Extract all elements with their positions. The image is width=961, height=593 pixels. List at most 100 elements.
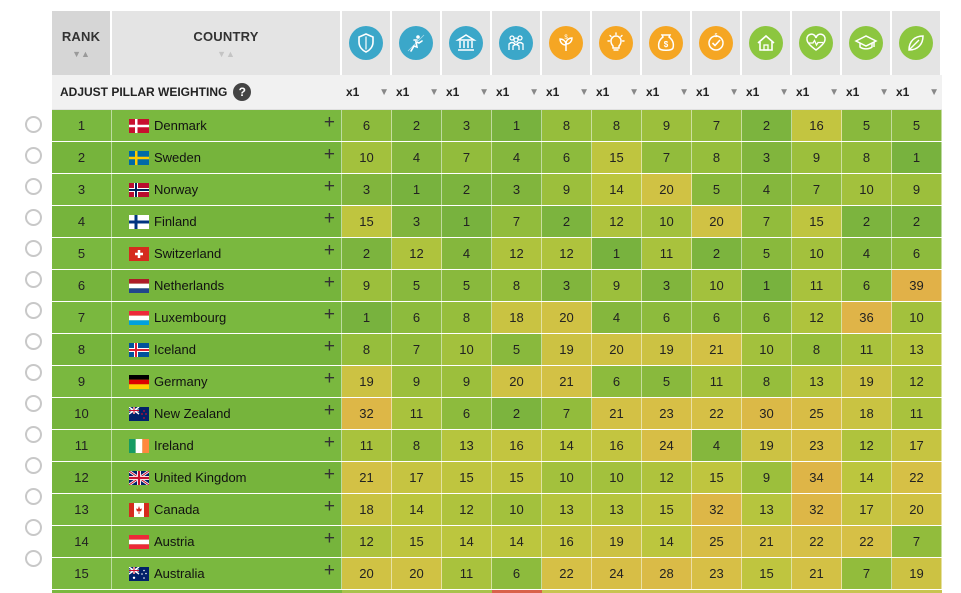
expand-plus-icon[interactable]: + <box>323 464 335 485</box>
country-cell[interactable]: Australia + <box>112 558 342 589</box>
weight-select-7[interactable]: x1 ▼ <box>642 75 692 109</box>
country-cell[interactable]: Switzerland + <box>112 238 342 269</box>
heart-pulse-icon[interactable] <box>799 26 833 60</box>
row-select-radio[interactable] <box>25 364 42 381</box>
table-row[interactable]: 10 New Zealand +32 11 6 2 7 21 23 22 30 25 18 11 <box>52 398 942 430</box>
country-cell[interactable]: New Zealand + <box>112 398 342 429</box>
table-row[interactable]: 13 Canada +18 14 12 10 13 13 15 32 13 32 17 20 <box>52 494 942 526</box>
country-cell[interactable]: Canada + <box>112 494 342 525</box>
expand-plus-icon[interactable]: + <box>323 368 335 389</box>
expand-plus-icon[interactable]: + <box>323 336 335 357</box>
table-row[interactable]: 8 Iceland +8 7 10 5 19 20 19 21 10 8 11 13 <box>52 334 942 366</box>
people-icon[interactable] <box>499 26 533 60</box>
table-row[interactable]: 1 Denmark +6 2 3 1 8 8 9 7 2 16 5 5 <box>52 110 942 142</box>
table-row[interactable]: 12 United Kingdom +21 17 15 15 10 10 12 15 9 34 14 22 <box>52 462 942 494</box>
expand-plus-icon[interactable]: + <box>323 432 335 453</box>
dropdown-arrow-icon[interactable]: ▼ <box>779 86 789 98</box>
shield-icon[interactable] <box>349 26 383 60</box>
expand-plus-icon[interactable]: + <box>323 528 335 549</box>
country-cell[interactable]: Germany + <box>112 366 342 397</box>
bank-icon[interactable] <box>449 26 483 60</box>
country-cell[interactable]: Austria + <box>112 526 342 557</box>
money-bag-icon[interactable]: $ <box>649 26 683 60</box>
coin-check-icon[interactable]: $ <box>699 26 733 60</box>
country-cell[interactable]: United Kingdom + <box>112 462 342 493</box>
country-cell[interactable]: Sweden + <box>112 142 342 173</box>
table-row[interactable]: 6 Netherlands +9 5 5 8 3 9 3 10 1 11 6 39 <box>52 270 942 302</box>
row-select-radio[interactable] <box>25 271 42 288</box>
row-select-radio[interactable] <box>25 550 42 567</box>
expand-plus-icon[interactable]: + <box>323 496 335 517</box>
dropdown-arrow-icon[interactable]: ▼ <box>929 86 939 98</box>
table-row[interactable]: 15 Australia +20 20 11 6 22 24 28 23 15 21 7 19 <box>52 558 942 590</box>
pillar-header-11[interactable] <box>842 11 892 75</box>
dropdown-arrow-icon[interactable]: ▼ <box>379 86 389 98</box>
graduation-cap-icon[interactable] <box>849 26 883 60</box>
weight-select-6[interactable]: x1 ▼ <box>592 75 642 109</box>
pillar-header-6[interactable] <box>592 11 642 75</box>
weight-select-1[interactable]: x1 ▼ <box>342 75 392 109</box>
row-select-radio[interactable] <box>25 240 42 257</box>
pillar-header-4[interactable] <box>492 11 542 75</box>
dropdown-arrow-icon[interactable]: ▼ <box>729 86 739 98</box>
help-icon[interactable]: ? <box>233 83 252 101</box>
weight-select-4[interactable]: x1 ▼ <box>492 75 542 109</box>
dropdown-arrow-icon[interactable]: ▼ <box>479 86 489 98</box>
table-row[interactable]: 14 Austria +12 15 14 14 16 19 14 25 21 22 22 7 <box>52 526 942 558</box>
pillar-header-3[interactable] <box>442 11 492 75</box>
country-cell[interactable]: Finland + <box>112 206 342 237</box>
expand-plus-icon[interactable]: + <box>323 272 335 293</box>
row-select-radio[interactable] <box>25 209 42 226</box>
row-select-radio[interactable] <box>25 333 42 350</box>
leaf-icon[interactable] <box>899 26 933 60</box>
expand-plus-icon[interactable]: + <box>323 112 335 133</box>
expand-plus-icon[interactable]: + <box>323 144 335 165</box>
expand-plus-icon[interactable]: + <box>323 560 335 581</box>
dropdown-arrow-icon[interactable]: ▼ <box>679 86 689 98</box>
dropdown-arrow-icon[interactable]: ▼ <box>429 86 439 98</box>
weight-select-8[interactable]: x1 ▼ <box>692 75 742 109</box>
pillar-header-10[interactable] <box>792 11 842 75</box>
dropdown-arrow-icon[interactable]: ▼ <box>579 86 589 98</box>
weight-select-10[interactable]: x1 ▼ <box>792 75 842 109</box>
table-row[interactable]: 11 Ireland +11 8 13 16 14 16 24 4 19 23 12 17 <box>52 430 942 462</box>
table-row[interactable]: 7 Luxembourg +1 6 8 18 20 4 6 6 6 12 36 10 <box>52 302 942 334</box>
table-row[interactable]: 4 Finland +15 3 1 7 2 12 10 20 7 15 2 2 <box>52 206 942 238</box>
pillar-header-7[interactable]: $ <box>642 11 692 75</box>
row-select-radio[interactable] <box>25 147 42 164</box>
row-select-radio[interactable] <box>25 426 42 443</box>
weight-select-11[interactable]: x1 ▼ <box>842 75 892 109</box>
expand-plus-icon[interactable]: + <box>323 176 335 197</box>
expand-plus-icon[interactable]: + <box>323 240 335 261</box>
table-row[interactable]: 2 Sweden +10 4 7 4 6 15 7 8 3 9 8 1 <box>52 142 942 174</box>
expand-plus-icon[interactable]: + <box>323 304 335 325</box>
pillar-header-12[interactable] <box>892 11 942 75</box>
row-select-radio[interactable] <box>25 488 42 505</box>
dropdown-arrow-icon[interactable]: ▼ <box>529 86 539 98</box>
country-cell[interactable]: Iceland + <box>112 334 342 365</box>
country-cell[interactable]: Norway + <box>112 174 342 205</box>
pillar-header-9[interactable] <box>742 11 792 75</box>
weight-select-3[interactable]: x1 ▼ <box>442 75 492 109</box>
weight-select-5[interactable]: x1 ▼ <box>542 75 592 109</box>
row-select-radio[interactable] <box>25 519 42 536</box>
country-cell[interactable]: Luxembourg + <box>112 302 342 333</box>
weight-select-9[interactable]: x1 ▼ <box>742 75 792 109</box>
house-icon[interactable] <box>749 26 783 60</box>
runner-icon[interactable] <box>399 26 433 60</box>
table-row[interactable]: 9 Germany +19 9 9 20 21 6 5 11 8 13 19 12 <box>52 366 942 398</box>
row-select-radio[interactable] <box>25 178 42 195</box>
dropdown-arrow-icon[interactable]: ▼ <box>629 86 639 98</box>
expand-plus-icon[interactable]: + <box>323 400 335 421</box>
pillar-header-1[interactable] <box>342 11 392 75</box>
pillar-header-8[interactable]: $ <box>692 11 742 75</box>
weight-select-2[interactable]: x1 ▼ <box>392 75 442 109</box>
sort-arrows-icon[interactable]: ▼▲ <box>217 48 235 59</box>
lightbulb-icon[interactable] <box>599 26 633 60</box>
table-row[interactable]: 3 Norway +3 1 2 3 9 14 20 5 4 7 10 9 <box>52 174 942 206</box>
country-column-header[interactable]: COUNTRY ▼▲ <box>112 11 342 75</box>
row-select-radio[interactable] <box>25 395 42 412</box>
rank-column-header[interactable]: RANK ▼▲ <box>52 11 112 75</box>
pillar-header-5[interactable]: $ <box>542 11 592 75</box>
money-plant-icon[interactable]: $ <box>549 26 583 60</box>
